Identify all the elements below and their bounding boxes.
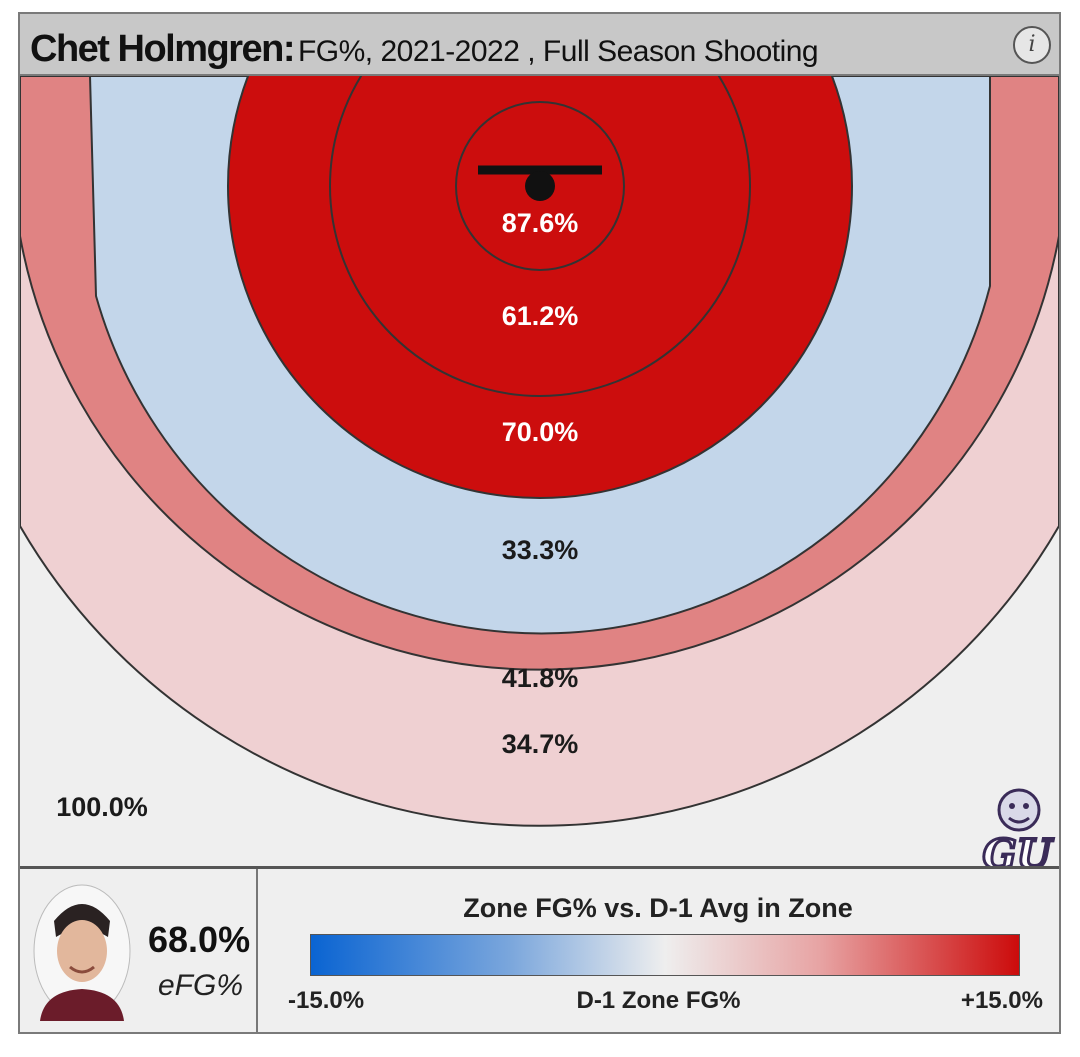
chart-header: Chet Holmgren: FG%, 2021-2022 , Full Sea… [20,14,1059,76]
avatar [33,884,131,1021]
zone-long-paint [227,76,853,499]
zone-short-paint [329,76,751,397]
label-restricted-area: 87.6% [502,208,579,238]
legend-max-label: +15.0% [960,987,1043,1014]
chart-title: Chet Holmgren: FG%, 2021-2022 , Full Sea… [30,28,819,71]
legend-min-label: -15.0% [288,987,365,1014]
legend-mid-label: D-1 Zone FG% [576,987,741,1014]
zone-restricted-area [455,101,625,271]
gonzaga-bulldog-logo: GU [981,788,1055,866]
shot-chart-card: Chet Holmgren: FG%, 2021-2022 , Full Sea… [18,12,1061,1034]
legend-gradient-bar [310,934,1020,976]
player-name: Chet Holmgren: [30,28,296,70]
label-long-paint: 70.0% [502,417,579,447]
efg-value: 68.0% [148,919,251,960]
color-legend: Zone FG% vs. D-1 Avg in Zone -15.0% D-1 … [258,869,1059,1032]
chart-subtitle: FG%, 2021-2022 , Full Season Shooting [297,35,819,68]
label-three-point-deep: 34.7% [502,729,579,759]
legend-title: Zone FG% vs. D-1 Avg in Zone [463,893,853,923]
player-summary: 68.0% eFG% [20,869,258,1032]
rim [525,171,555,201]
chart-footer: 68.0% eFG% Zone FG% vs. D-1 Avg in Zone … [20,866,1059,1032]
label-midrange: 33.3% [502,535,579,565]
logo-text: GU [982,831,1053,866]
efg-label: eFG% [158,969,244,1002]
label-heave: 100.0% [56,792,148,822]
court-heatmap: 87.6% 61.2% 70.0% 33.3% 41.8% 34.7% 100.… [20,76,1059,866]
label-short-paint: 61.2% [502,301,579,331]
label-three-point-near: 41.8% [502,663,579,693]
info-icon[interactable]: i [1013,26,1051,64]
